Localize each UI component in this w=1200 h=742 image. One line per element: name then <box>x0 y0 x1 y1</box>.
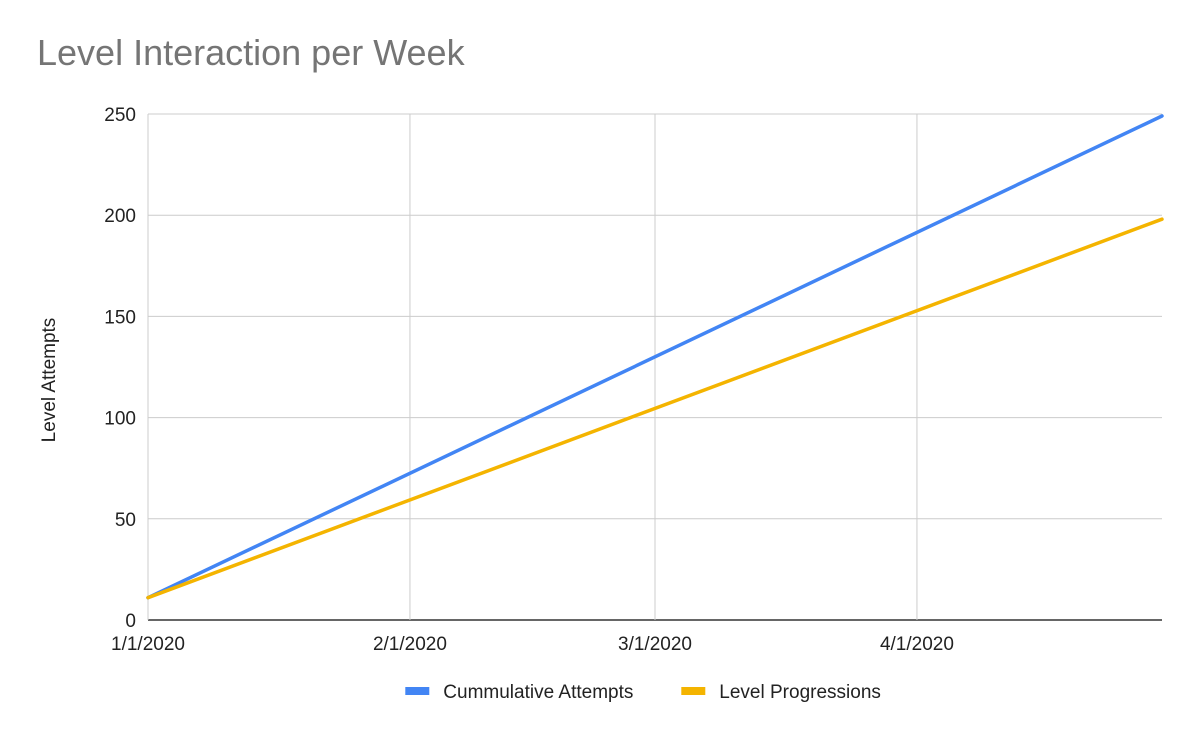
chart-title: Level Interaction per Week <box>37 32 465 73</box>
series-lines <box>146 114 1164 600</box>
y-axis-title: Level Attempts <box>39 318 60 443</box>
y-tick-label: 250 <box>104 105 136 126</box>
y-tick-label: 100 <box>104 409 136 430</box>
y-tick-label: 50 <box>115 510 136 531</box>
x-tick-label: 2/1/2020 <box>373 634 447 655</box>
x-tick-label: 1/1/2020 <box>111 634 185 655</box>
legend-swatch <box>681 687 706 695</box>
legend-label: Level Progressions <box>719 682 881 703</box>
y-tick-label: 150 <box>104 307 136 328</box>
series-line-2 <box>146 217 1164 600</box>
legend-label: Cummulative Attempts <box>443 682 633 703</box>
x-tick-label: 4/1/2020 <box>880 634 954 655</box>
legend-swatch <box>405 687 430 695</box>
y-tick-label: 0 <box>125 611 136 632</box>
y-axis-ticks: 0 50 100 150 200 250 <box>104 105 136 632</box>
x-axis-ticks: 1/1/2020 2/1/2020 3/1/2020 4/1/2020 <box>111 634 954 655</box>
series-line-1 <box>146 114 1164 600</box>
x-tick-label: 3/1/2020 <box>618 634 692 655</box>
gridlines <box>147 113 1162 621</box>
legend: Cummulative Attempts Level Progressions <box>405 682 881 703</box>
y-tick-label: 200 <box>104 206 136 227</box>
